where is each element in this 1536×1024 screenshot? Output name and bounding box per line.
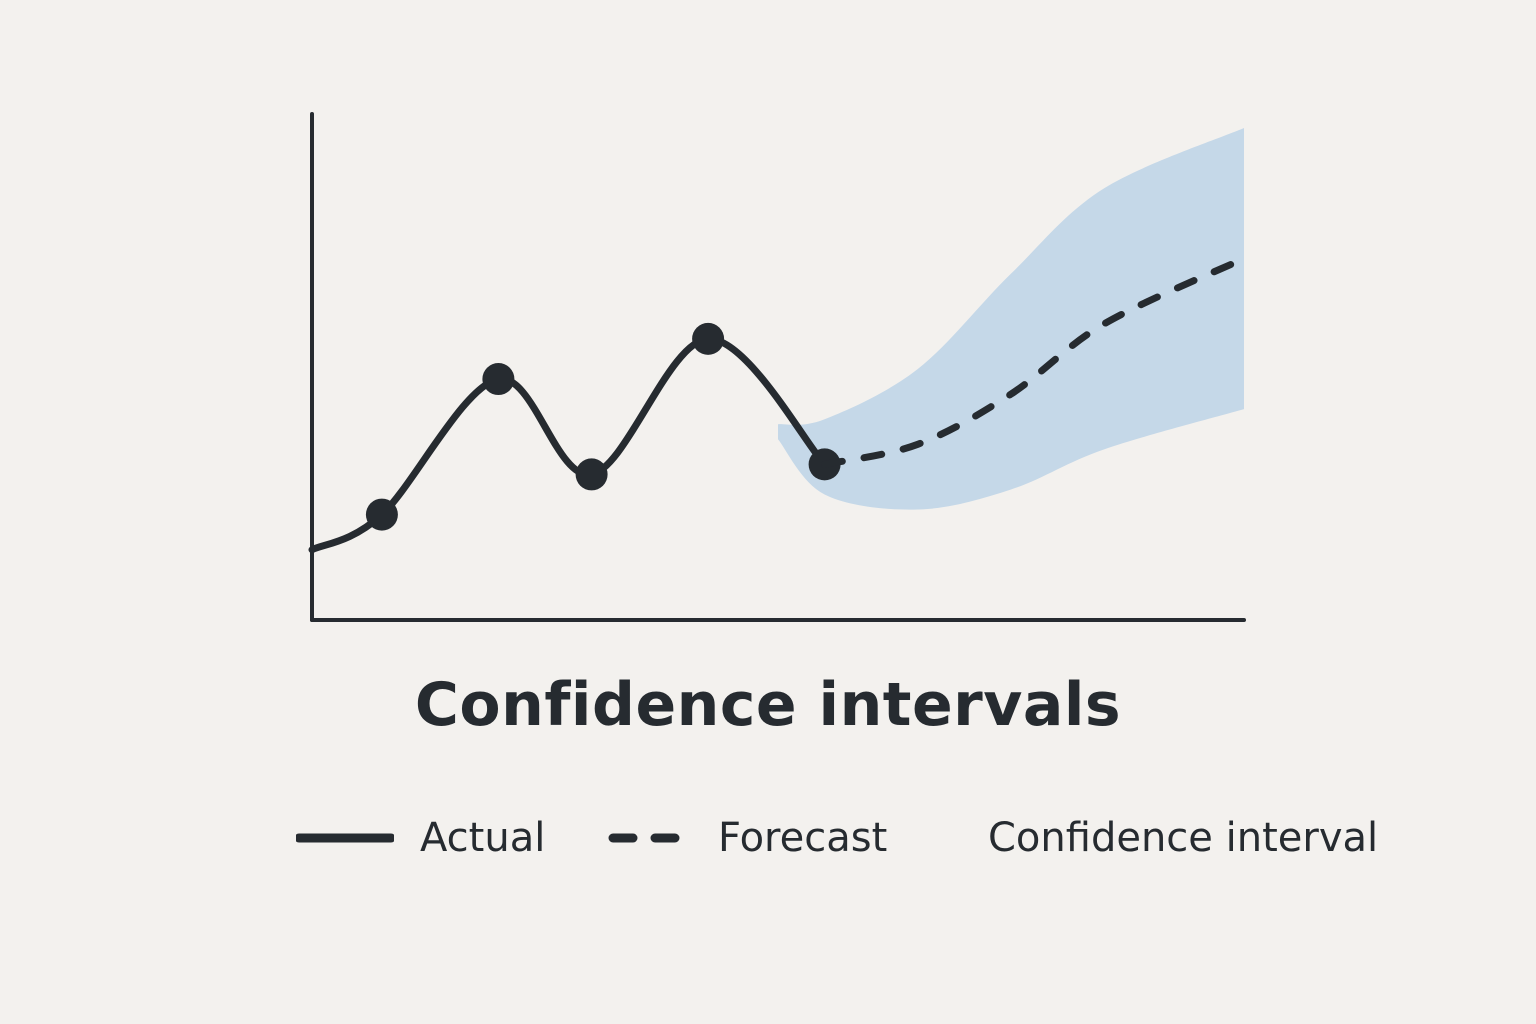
legend-swatch-actual — [296, 833, 394, 843]
legend-item-actual: Actual — [296, 808, 545, 868]
confidence-band — [778, 128, 1244, 510]
data-point-actual-2 — [482, 363, 515, 396]
chart-title: Confidence intervals — [414, 670, 1122, 740]
data-point-actual-1 — [365, 498, 398, 531]
chart-plot — [308, 112, 1248, 622]
legend: Actual Forecast Confidence interval — [0, 808, 1536, 868]
legend-swatch-forecast — [608, 833, 692, 843]
legend-label-forecast: Forecast — [718, 815, 888, 861]
data-point-actual-4 — [692, 322, 725, 355]
legend-item-ci: Confidence interval — [962, 808, 1378, 868]
data-point-actual-3 — [575, 458, 608, 491]
legend-item-forecast: Forecast — [608, 808, 887, 868]
legend-label-ci: Confidence interval — [988, 815, 1379, 861]
series-line-forecast — [821, 255, 1248, 468]
legend-label-actual: Actual — [420, 815, 546, 861]
